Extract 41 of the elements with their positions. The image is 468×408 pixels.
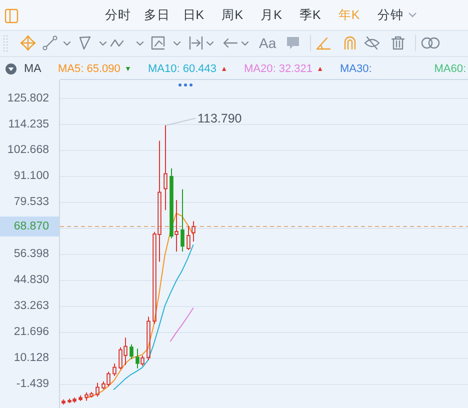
text: 多日 [144, 8, 170, 22]
line-series [85, 212, 194, 399]
candlestick [96, 382, 100, 398]
y-tick-label: 125.802 [7, 92, 49, 104]
text: 年K [338, 8, 360, 22]
text: 日K [182, 8, 205, 22]
text: Aa [259, 35, 276, 51]
y-tick-label: 102.668 [7, 144, 49, 156]
y-tick-label: 44.830 [14, 274, 49, 286]
y-tick-label: -1.439 [16, 378, 49, 390]
candlestick [186, 226, 190, 251]
candlestick [180, 188, 184, 252]
candlestick [112, 362, 116, 377]
candlestick [170, 168, 174, 239]
text: 月K [260, 8, 283, 22]
candlestick [78, 394, 82, 402]
y-tick-label: 114.235 [8, 118, 49, 130]
y-tick-label: 56.398 [14, 248, 49, 260]
y-tick-label: 79.533 [14, 196, 49, 208]
text: 周K [222, 8, 244, 22]
legend-label: MA30: [340, 63, 372, 75]
y-tick-label: 33.263 [14, 300, 49, 312]
ref-line-label: 68.870 [14, 220, 49, 232]
candlestick [130, 344, 134, 360]
text: 分时 [105, 8, 131, 22]
candlestick [164, 124, 168, 211]
candlestick [146, 316, 150, 361]
candlestick [192, 220, 196, 242]
legend-label: MA60: [434, 63, 466, 75]
text: 季K [300, 8, 322, 22]
y-tick-label: 21.696 [14, 326, 49, 338]
y-tick-label: 10.128 [14, 352, 49, 364]
candlestick [140, 354, 144, 366]
candlestick [174, 200, 178, 252]
annotation: 113.790 [198, 111, 242, 126]
y-tick-label: 91.100 [14, 170, 49, 182]
line-series [113, 244, 194, 390]
text: 分钟 [377, 8, 404, 22]
legend-title: MA [24, 63, 42, 75]
line-series [170, 308, 194, 342]
candlestick [136, 348, 140, 369]
